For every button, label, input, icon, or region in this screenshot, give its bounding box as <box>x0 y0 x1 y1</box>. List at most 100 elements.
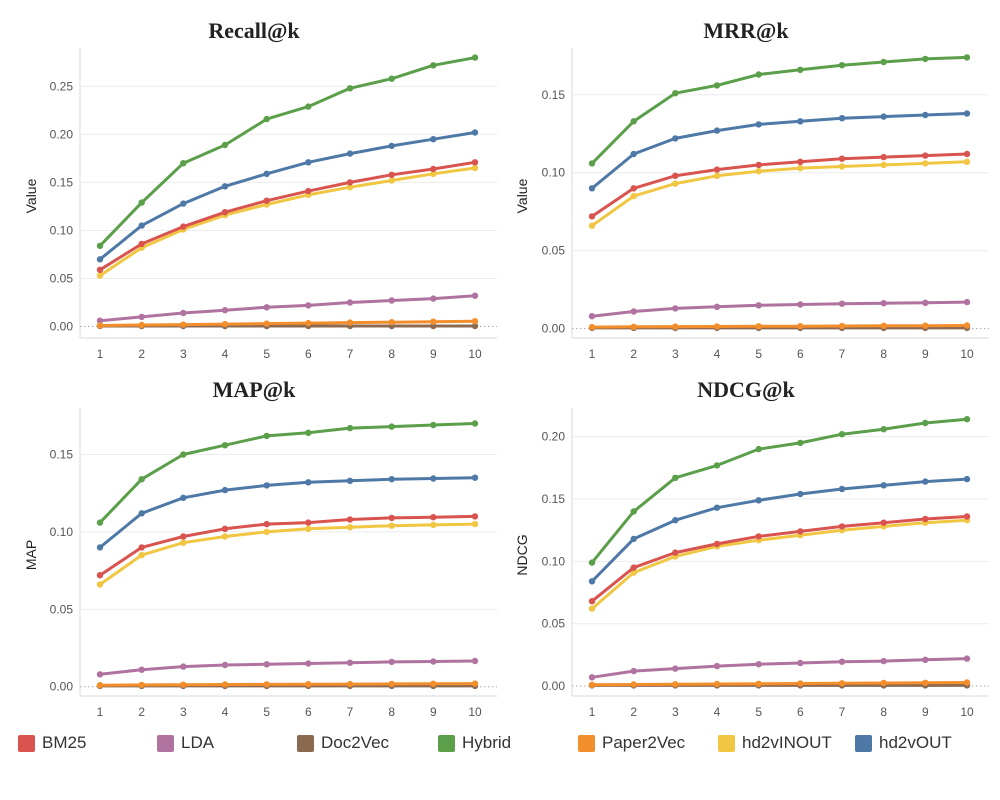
data-point-bm25 <box>797 158 804 165</box>
x-tick-label: 2 <box>138 705 145 719</box>
series-line-lda <box>590 657 969 679</box>
data-point-paper2vec <box>471 318 479 325</box>
series-hybrid <box>96 420 479 526</box>
data-point-hybrid <box>588 160 596 167</box>
series-line-bm25 <box>590 515 969 603</box>
series-line-hybrid <box>590 417 969 565</box>
data-point-lda <box>263 304 270 311</box>
chart-title: MAP@k <box>213 377 297 402</box>
x-tick-label: 9 <box>922 705 929 719</box>
data-point-hd2vinout <box>713 172 721 179</box>
x-tick-label: 4 <box>714 705 721 719</box>
data-point-hybrid <box>630 508 637 515</box>
data-point-paper2vec <box>263 681 270 688</box>
data-point-bm25 <box>263 520 270 528</box>
data-point-lda <box>388 297 395 304</box>
data-point-hd2vout <box>880 113 887 120</box>
x-tick-label: 8 <box>388 705 395 719</box>
series-line-bm25 <box>98 514 477 577</box>
data-point-bm25 <box>138 544 145 551</box>
data-point-lda <box>346 299 354 306</box>
data-point-bm25 <box>588 213 596 220</box>
data-point-hybrid <box>963 54 971 61</box>
data-point-hybrid <box>963 416 971 423</box>
data-point-bm25 <box>713 540 721 548</box>
data-point-lda <box>963 298 971 306</box>
x-tick-label: 9 <box>430 347 437 361</box>
data-point-lda <box>263 661 270 668</box>
data-point-hybrid <box>430 62 437 69</box>
data-point-hybrid <box>797 66 804 74</box>
x-tick-label: 1 <box>97 705 104 719</box>
data-point-hd2vinout <box>755 168 762 175</box>
data-point-paper2vec <box>180 321 187 328</box>
data-point-hd2vinout <box>471 520 479 528</box>
series-paper2vec <box>588 679 971 688</box>
series-hd2vout <box>588 110 971 192</box>
data-point-hd2vout <box>588 578 596 585</box>
data-point-hd2vout <box>138 222 145 229</box>
data-point-bm25 <box>838 155 846 162</box>
data-point-hybrid <box>755 71 762 78</box>
data-point-hd2vinout <box>588 222 596 229</box>
data-point-lda <box>630 308 637 315</box>
data-point-hybrid <box>838 431 846 438</box>
data-point-hybrid <box>96 242 104 249</box>
data-point-hd2vout <box>180 200 187 207</box>
data-point-paper2vec <box>797 323 804 330</box>
data-point-bm25 <box>180 223 187 230</box>
series-line-hd2vinout <box>98 522 477 586</box>
data-point-lda <box>755 661 762 668</box>
data-point-hybrid <box>138 476 145 483</box>
x-tick-label: 3 <box>180 347 187 361</box>
data-point-hd2vout <box>263 170 270 177</box>
data-point-hd2vinout <box>221 533 229 540</box>
legend: BM25 LDA Doc2Vec Hybrid Paper2Vec hd2vINOUT hd… <box>0 728 1000 758</box>
data-point-hybrid <box>305 429 312 436</box>
data-point-hd2vinout <box>430 170 437 177</box>
panel-mrr: MRR@k Value 0.00 0.05 0.10 0.15 1 2 3 4 5 6 7 8 9 10 <box>514 18 989 361</box>
series-hd2vout <box>96 474 479 551</box>
series-line-hybrid <box>98 56 477 248</box>
data-point-lda <box>672 665 679 672</box>
x-tick-label: 3 <box>672 705 679 719</box>
series-line-hd2vout <box>590 477 969 583</box>
data-point-lda <box>471 292 479 299</box>
data-point-hd2vout <box>305 479 312 486</box>
data-point-bm25 <box>346 516 354 523</box>
data-point-hd2vout <box>263 482 270 489</box>
data-point-hd2vout <box>797 118 804 125</box>
legend-item-bm25: BM25 <box>18 728 86 758</box>
y-tick-label: 0.15 <box>50 175 74 189</box>
x-tick-label: 2 <box>630 347 637 361</box>
x-tick-label: 7 <box>839 347 846 361</box>
data-point-bm25 <box>672 549 679 556</box>
x-tick-label: 8 <box>388 347 395 361</box>
data-point-hd2vout <box>430 136 437 143</box>
legend-label: Doc2Vec <box>321 733 390 752</box>
data-point-hd2vinout <box>346 184 354 191</box>
data-point-hd2vout <box>672 135 679 142</box>
data-point-bm25 <box>221 209 229 216</box>
data-point-hd2vinout <box>588 605 596 612</box>
data-point-hd2vout <box>963 110 971 117</box>
y-axis-label: Value <box>23 178 39 213</box>
series-line-bm25 <box>590 152 969 218</box>
y-axis-label: NDCG <box>514 534 530 575</box>
data-point-lda <box>430 658 437 665</box>
y-tick-label: 0.25 <box>50 79 74 93</box>
data-point-lda <box>305 302 312 309</box>
x-tick-label: 1 <box>589 347 596 361</box>
data-point-paper2vec <box>922 322 929 329</box>
series-hd2vinout <box>96 520 479 588</box>
data-point-hd2vout <box>838 485 846 493</box>
data-point-paper2vec <box>630 681 637 688</box>
x-tick-label: 2 <box>138 347 145 361</box>
data-point-hd2vout <box>755 121 762 128</box>
data-point-hd2vout <box>880 482 887 489</box>
data-point-paper2vec <box>96 322 104 329</box>
data-point-hybrid <box>305 103 312 110</box>
data-point-hd2vout <box>922 111 929 119</box>
data-point-bm25 <box>755 533 762 540</box>
data-point-paper2vec <box>672 323 679 330</box>
